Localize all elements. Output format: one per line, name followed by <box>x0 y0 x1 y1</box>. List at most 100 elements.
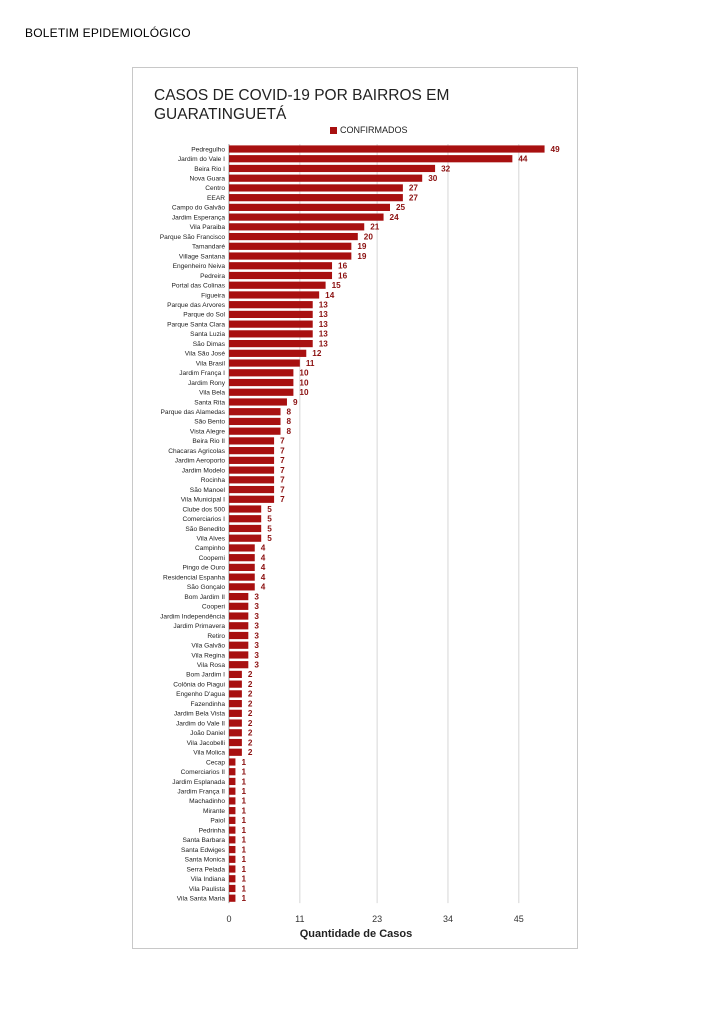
data-label: 2 <box>248 670 253 679</box>
x-tick-label: 11 <box>295 914 304 924</box>
y-tick-label: Nova Guara <box>189 175 225 182</box>
data-label: 32 <box>441 164 451 173</box>
data-label: 21 <box>370 223 380 232</box>
bar <box>229 768 236 776</box>
data-label: 4 <box>261 544 266 553</box>
y-tick-label: Vila Paulista <box>189 886 225 893</box>
data-label: 4 <box>261 583 266 592</box>
y-tick-label: Bom Jardim II <box>184 594 225 601</box>
data-label: 19 <box>357 242 367 251</box>
data-label: 8 <box>287 417 292 426</box>
y-tick-label: Jardim Independência <box>160 613 225 620</box>
y-tick-label: Vila Galvão <box>191 643 225 650</box>
data-label: 15 <box>332 281 342 290</box>
y-tick-label: Campo do Galvão <box>172 205 225 212</box>
bar <box>229 164 436 173</box>
data-label: 7 <box>280 456 285 465</box>
y-tick-label: Machadinho <box>189 798 225 805</box>
data-label: 16 <box>338 262 348 271</box>
data-label: 5 <box>267 505 272 514</box>
y-tick-label: Paiol <box>210 818 225 825</box>
bar <box>229 709 242 717</box>
data-label: 7 <box>280 437 285 446</box>
bar <box>229 690 242 698</box>
bar <box>229 583 255 591</box>
y-tick-label: Village Santana <box>179 253 225 260</box>
bar <box>229 456 275 464</box>
data-label: 7 <box>280 495 285 504</box>
data-label: 2 <box>248 709 253 718</box>
bar <box>229 505 262 513</box>
y-tick-label: Bom Jardim I <box>186 672 225 679</box>
data-label: 1 <box>241 855 246 864</box>
data-label: 13 <box>319 339 329 348</box>
y-tick-label: Jardim Rony <box>188 380 226 387</box>
y-tick-label: Santa Rita <box>194 399 225 406</box>
bar <box>229 388 294 396</box>
y-tick-label: Jardim Bela Vista <box>174 711 226 718</box>
y-tick-label: Santa Barbara <box>182 837 225 844</box>
x-tick-label: 23 <box>372 914 382 924</box>
y-tick-label: Jardim do Vale I <box>178 156 225 163</box>
document-header: BOLETIM EPIDEMIOLÓGICO <box>25 26 191 40</box>
bar <box>229 855 236 863</box>
bar <box>229 417 281 426</box>
bar <box>229 573 255 581</box>
y-tick-label: Vila Santa Maria <box>177 896 226 903</box>
data-label: 3 <box>254 660 259 669</box>
bar <box>229 310 313 319</box>
bar <box>229 437 275 445</box>
bar <box>229 700 242 708</box>
y-tick-label: Parque das Arvores <box>167 302 226 309</box>
data-label: 2 <box>248 738 253 747</box>
data-label: 13 <box>319 320 329 329</box>
x-tick-label: 34 <box>443 914 453 924</box>
y-tick-label: EEAR <box>207 195 225 202</box>
bar <box>229 729 242 737</box>
bar <box>229 476 275 484</box>
data-label: 1 <box>241 797 246 806</box>
legend: CONFIRMADOS <box>330 125 408 135</box>
data-label: 16 <box>338 271 348 280</box>
data-label: 5 <box>267 524 272 533</box>
data-label: 3 <box>254 622 259 631</box>
y-tick-label: Jardim do Vale II <box>176 720 225 727</box>
y-tick-label: Residencial Espanha <box>163 574 225 581</box>
y-tick-label: Comerciarios II <box>181 769 226 776</box>
bar <box>229 427 281 435</box>
y-tick-label: Vila Paraiba <box>190 224 226 231</box>
y-tick-label: Pedrinha <box>199 827 226 834</box>
bar <box>229 271 333 280</box>
bar <box>229 447 275 455</box>
data-label: 2 <box>248 729 253 738</box>
data-label: 9 <box>293 398 298 407</box>
bar <box>229 213 384 221</box>
bar <box>229 641 249 649</box>
y-tick-label: Vila Brasil <box>196 360 226 367</box>
bar <box>229 174 423 182</box>
data-label: 10 <box>299 388 309 397</box>
data-label: 1 <box>241 884 246 893</box>
y-tick-label: Vila São José <box>185 351 226 358</box>
bar <box>229 865 236 873</box>
bar <box>229 155 513 163</box>
y-tick-label: Serra Pelada <box>187 866 226 873</box>
y-tick-label: Chacaras Agricolas <box>168 448 226 455</box>
data-label: 27 <box>409 193 419 202</box>
data-label: 1 <box>241 836 246 845</box>
bar <box>229 758 236 766</box>
data-label: 11 <box>306 359 315 368</box>
bar <box>229 554 255 562</box>
data-label: 1 <box>241 875 246 884</box>
bar <box>229 670 242 679</box>
data-label: 20 <box>364 232 374 241</box>
y-tick-label: Centro <box>205 185 225 192</box>
bar <box>229 602 249 610</box>
y-tick-label: Pedregulho <box>191 146 225 153</box>
data-label: 10 <box>299 369 309 378</box>
y-tick-label: Parque Santa Clara <box>167 321 225 328</box>
y-tick-label: Jardim Modelo <box>182 467 226 474</box>
bar <box>229 807 236 815</box>
data-label: 1 <box>241 758 246 767</box>
y-tick-label: Coopemi <box>199 555 226 562</box>
